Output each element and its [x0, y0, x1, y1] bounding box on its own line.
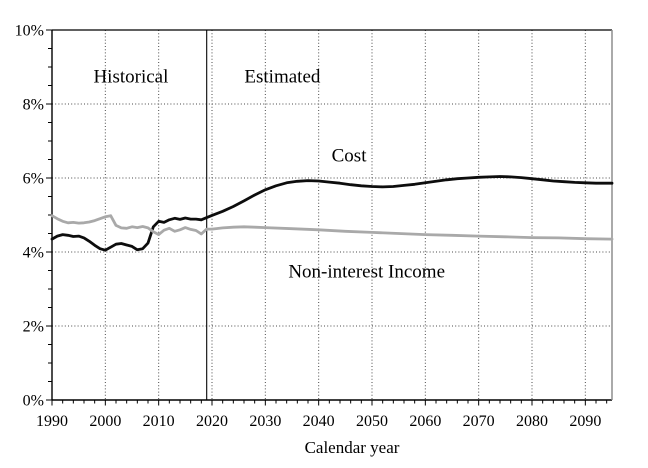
cost-line — [50, 175, 614, 252]
x-tick-label: 2000 — [89, 413, 121, 430]
x-tick-label: 2040 — [303, 413, 335, 430]
historical-label: Historical — [93, 66, 168, 87]
x-tick-label: 2050 — [356, 413, 388, 430]
x-tick-label: 2010 — [143, 413, 175, 430]
y-tick-label: 4% — [23, 245, 44, 262]
x-tick-label: 2030 — [249, 413, 281, 430]
y-tick-label: 8% — [23, 97, 44, 114]
y-tick-label: 2% — [23, 319, 44, 336]
y-tick-label: 0% — [23, 393, 44, 410]
y-tick-label: 6% — [23, 171, 44, 188]
estimated-label: Estimated — [244, 66, 320, 87]
x-tick-label: 2070 — [463, 413, 495, 430]
income-label: Non-interest Income — [288, 261, 445, 282]
y-tick-label: 10% — [15, 23, 44, 40]
x-axis-title: Calendar year — [305, 438, 400, 457]
x-tick-label: 2090 — [569, 413, 601, 430]
x-tick-label: 2060 — [409, 413, 441, 430]
income-line — [50, 214, 614, 241]
cost-label: Cost — [332, 146, 368, 167]
x-tick-label: 1990 — [36, 413, 68, 430]
x-tick-label: 2020 — [196, 413, 228, 430]
x-tick-label: 2080 — [516, 413, 548, 430]
